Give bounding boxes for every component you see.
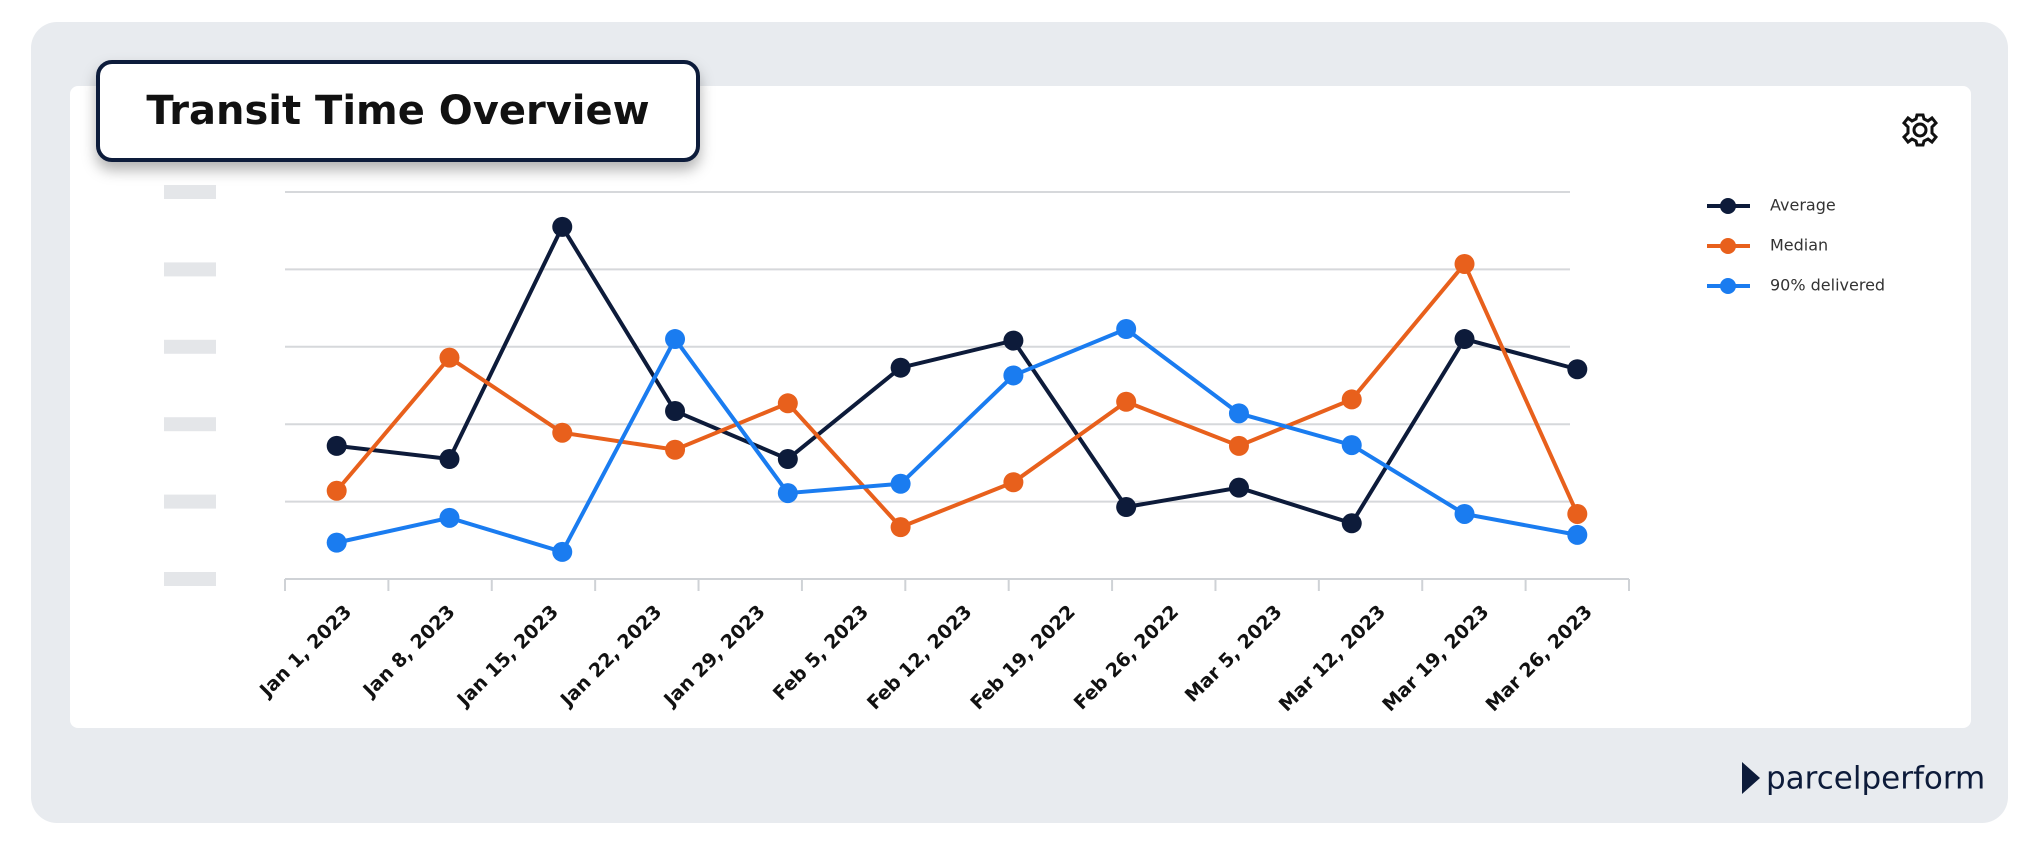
data-point [1454, 329, 1475, 350]
data-point [665, 439, 686, 460]
data-point [890, 517, 911, 538]
data-point [1228, 477, 1249, 498]
data-point [552, 541, 573, 562]
y-tick-placeholder [164, 185, 216, 199]
y-tick-placeholder [164, 572, 216, 586]
data-point [439, 449, 460, 470]
brand-logo: parcelperform [1766, 761, 1985, 797]
data-point [1228, 435, 1249, 456]
data-point [777, 483, 798, 504]
data-point [665, 329, 686, 350]
data-point [777, 393, 798, 414]
data-point [552, 422, 573, 443]
data-point [326, 480, 347, 501]
data-point [1454, 503, 1475, 524]
y-tick-placeholder [164, 494, 216, 509]
legend-label: Average [1770, 196, 1836, 215]
series-line [336, 222, 1578, 526]
chart-title: Transit Time Overview [146, 88, 649, 134]
series-line [336, 326, 1578, 555]
data-point [1228, 403, 1249, 424]
y-tick-placeholder [164, 417, 216, 432]
data-point [1567, 359, 1588, 380]
legend-label: 90% delivered [1770, 276, 1885, 295]
series-line [335, 260, 1580, 530]
data-point [439, 507, 460, 528]
data-point [1003, 472, 1024, 493]
data-point [1116, 318, 1137, 339]
data-point [326, 435, 347, 456]
y-tick-placeholder [164, 339, 216, 354]
data-point [890, 473, 911, 494]
legend-marker [1720, 278, 1736, 294]
data-point [1341, 513, 1362, 534]
legend-label: Median [1770, 236, 1828, 255]
data-point [665, 401, 686, 422]
data-point [1003, 330, 1024, 351]
data-point [890, 357, 911, 378]
data-point [1341, 435, 1362, 456]
data-point [326, 532, 347, 553]
chart-card [70, 86, 1971, 728]
legend-marker [1720, 198, 1736, 214]
data-point [1341, 389, 1362, 410]
data-point [1454, 253, 1475, 274]
title-box [96, 60, 700, 162]
settings-button[interactable] [1901, 113, 1939, 147]
data-point [1003, 365, 1024, 386]
data-point [1116, 497, 1137, 518]
data-point [552, 216, 573, 237]
y-tick-placeholder [164, 262, 216, 277]
data-point [777, 449, 798, 470]
logo-icon [1742, 762, 1760, 794]
data-point [1116, 391, 1137, 412]
legend-marker [1720, 238, 1736, 254]
data-point [1567, 524, 1588, 545]
data-point [439, 347, 460, 368]
data-point [1567, 503, 1588, 524]
